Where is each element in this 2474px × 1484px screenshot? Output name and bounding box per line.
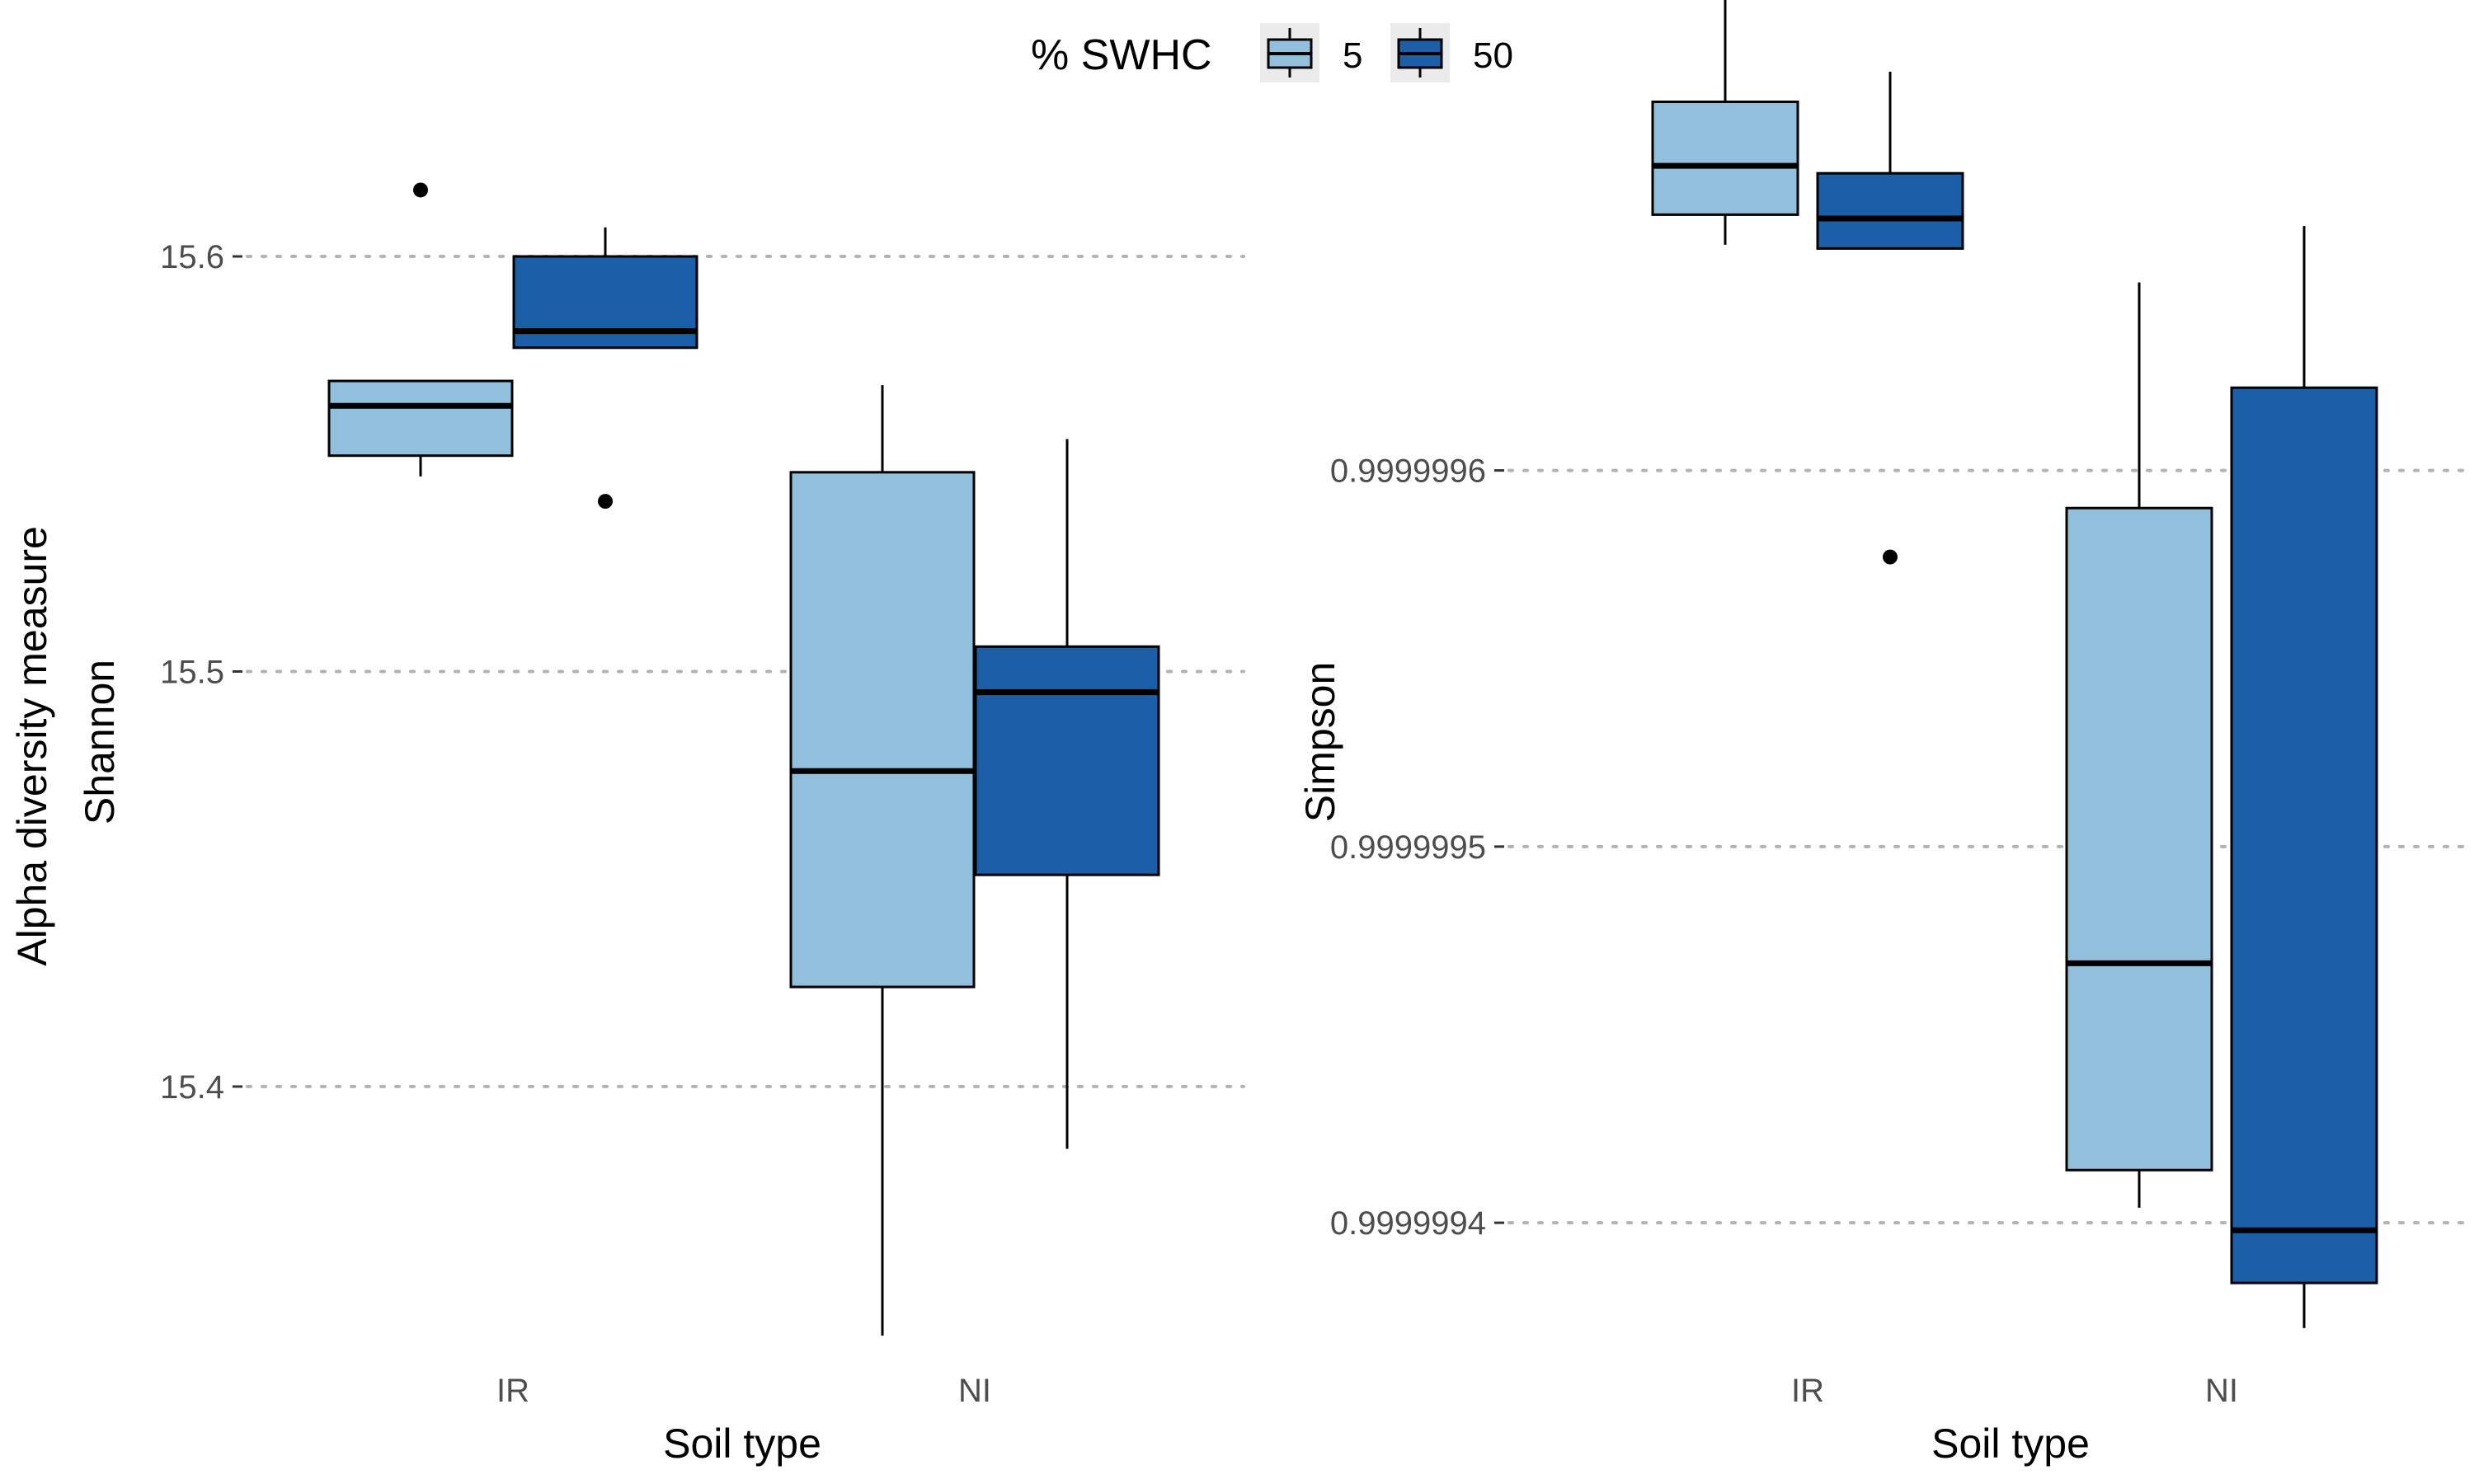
x-axis-title-simpson: Soil type: [1931, 1421, 2090, 1467]
y-axis-title: Alpha diversity measure: [9, 526, 55, 966]
x-tick-label-shannon: NI: [958, 1373, 991, 1409]
y-tick-label-simpson: 0.9999995: [1330, 829, 1486, 866]
box-simpson-IR-50: [1816, 72, 1964, 565]
box-body: [1651, 101, 1799, 216]
box-body: [2230, 386, 2378, 1284]
box-shannon-NI-5: [789, 385, 976, 1336]
box-body: [2065, 506, 2213, 1172]
panel-simpson: Simpson 0.9999994 0.9999995 0.9999996 IR NI…: [1297, 0, 2474, 1467]
box-simpson-NI-50: [2230, 226, 2378, 1328]
box-simpson-IR-5: [1651, 0, 1799, 245]
box-simpson-NI-5: [2065, 282, 2213, 1208]
legend-item-50: 50: [1390, 23, 1513, 82]
legend-title: % SWHC: [1031, 31, 1212, 79]
box-body: [1816, 171, 1964, 250]
x-tick-label-simpson: IR: [1791, 1373, 1824, 1409]
box-body: [327, 379, 514, 458]
x-tick-label-shannon: IR: [496, 1373, 529, 1409]
legend-label-50: 50: [1473, 35, 1513, 76]
box-body: [974, 645, 1160, 876]
y-tick-label-shannon: 15.4: [160, 1069, 224, 1106]
legend: % SWHC 5 50: [1031, 23, 1513, 82]
box-body: [789, 471, 976, 989]
y-tick-label-shannon: 15.6: [160, 239, 224, 275]
box-body: [512, 255, 698, 350]
box-shannon-NI-50: [974, 439, 1160, 1149]
outlier-point: [1883, 549, 1898, 565]
box-shannon-IR-5: [327, 182, 514, 477]
y-tick-label-shannon: 15.5: [160, 654, 224, 690]
box-shannon-IR-50: [512, 227, 698, 510]
x-axis-title-shannon: Soil type: [663, 1421, 821, 1467]
legend-label-5: 5: [1343, 35, 1362, 76]
y-tick-label-simpson: 0.9999996: [1330, 453, 1486, 490]
outlier-point: [598, 494, 613, 510]
facet-label-shannon: Shannon: [77, 660, 123, 824]
panel-shannon: Shannon 15.4 15.5 15.6 IR NI Soil type: [77, 182, 1245, 1467]
x-tick-label-simpson: NI: [2205, 1373, 2238, 1409]
facet-label-simpson: Simpson: [1297, 662, 1343, 823]
legend-item-5: 5: [1260, 23, 1362, 82]
y-tick-label-simpson: 0.9999994: [1330, 1205, 1486, 1242]
outlier-point: [413, 182, 428, 198]
